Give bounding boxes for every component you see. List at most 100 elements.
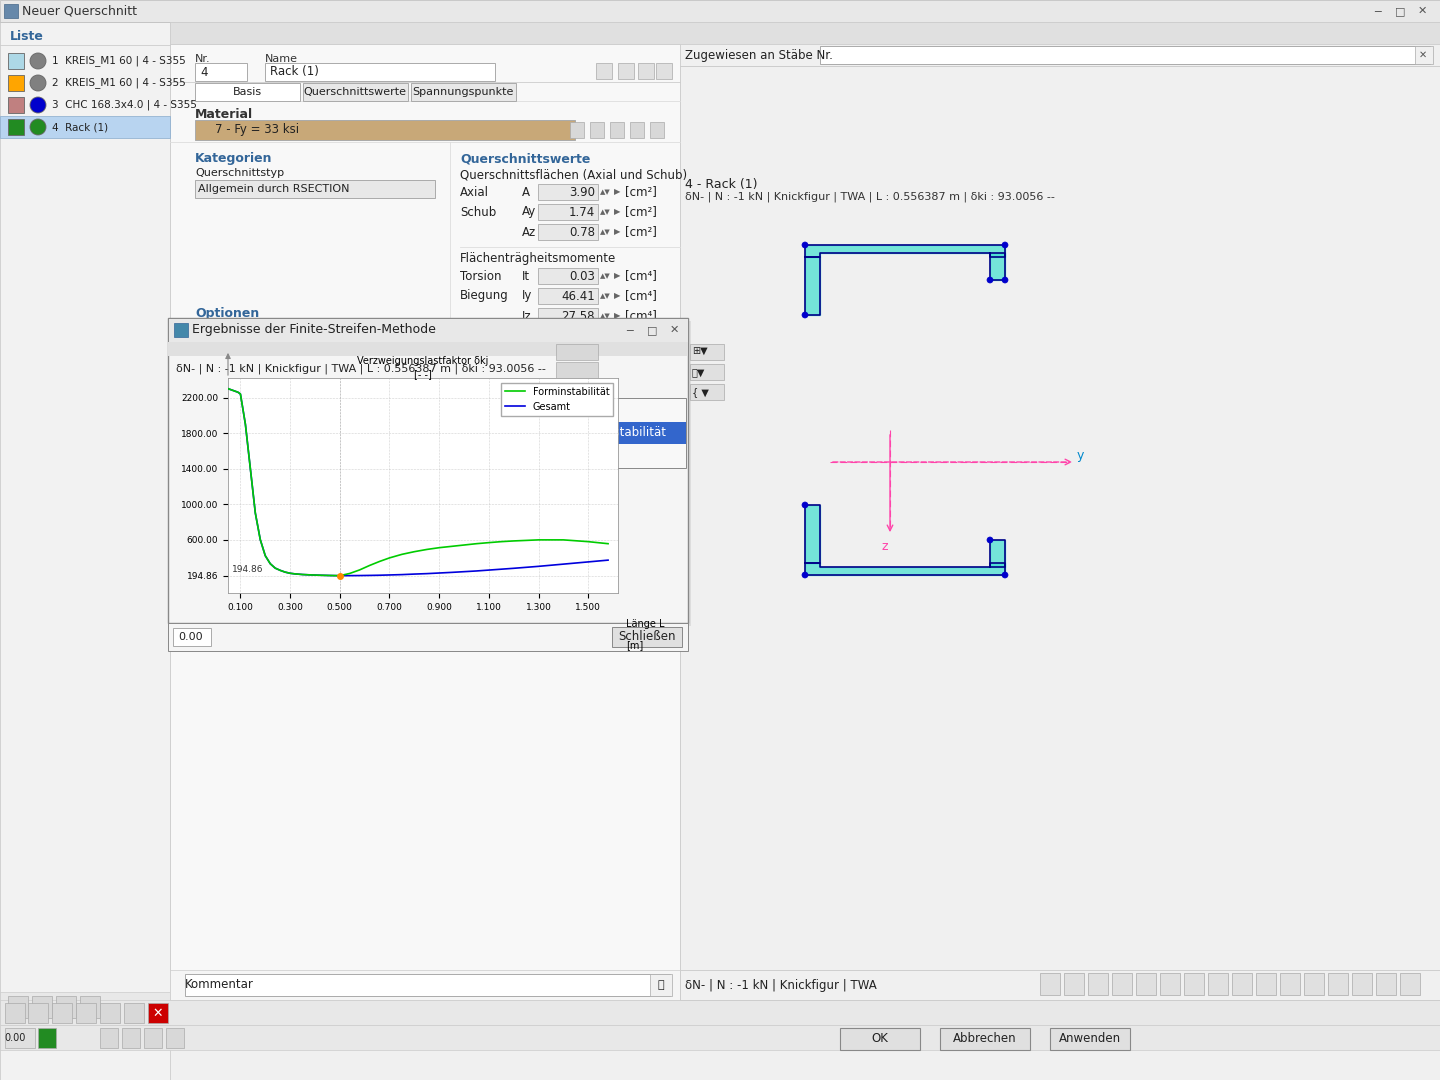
Text: Querschnittswerte: Querschnittswerte (459, 152, 590, 165)
FancyBboxPatch shape (122, 1028, 140, 1048)
FancyBboxPatch shape (184, 974, 670, 996)
Text: Biegung: Biegung (459, 289, 508, 302)
Polygon shape (805, 257, 819, 315)
Polygon shape (991, 540, 1005, 567)
Gesamt (351, 569, 369, 582)
Text: Anwenden: Anwenden (1058, 1032, 1122, 1045)
Text: 4: 4 (200, 66, 207, 79)
FancyBboxPatch shape (1416, 46, 1433, 64)
Text: ▲▼: ▲▼ (600, 273, 611, 279)
Text: ─: ─ (1375, 6, 1381, 16)
FancyBboxPatch shape (194, 180, 435, 198)
Gesamt (281, 567, 298, 580)
Text: Basis: Basis (232, 87, 262, 97)
Gesamt (455, 565, 472, 578)
Text: 0.00: 0.00 (4, 1032, 26, 1043)
FancyBboxPatch shape (4, 1028, 35, 1048)
Text: Material: Material (194, 108, 253, 121)
Text: [cm²]: [cm²] (625, 186, 657, 199)
Text: 📎: 📎 (658, 980, 664, 990)
Forminstabilität (252, 534, 269, 546)
FancyBboxPatch shape (9, 996, 27, 1018)
FancyBboxPatch shape (539, 184, 598, 200)
FancyBboxPatch shape (410, 83, 516, 102)
Text: ▶: ▶ (613, 311, 621, 321)
FancyBboxPatch shape (539, 308, 598, 324)
FancyBboxPatch shape (1233, 973, 1251, 995)
Forminstabilität (236, 418, 253, 431)
Forminstabilität (530, 534, 547, 546)
Forminstabilität (444, 540, 461, 553)
Text: 46.41: 46.41 (562, 289, 595, 302)
Text: δN- | N : -1 kN | Knickfigur | TWA | L : 0.556387 m | δki : 93.0056 --: δN- | N : -1 kN | Knickfigur | TWA | L :… (176, 364, 546, 375)
Text: z: z (881, 540, 888, 553)
Text: Spannungspunkte: Spannungspunkte (412, 87, 514, 97)
FancyBboxPatch shape (170, 970, 680, 1000)
Forminstabilität (287, 567, 304, 580)
Text: ▶: ▶ (613, 292, 621, 300)
Gesamt (393, 568, 410, 581)
FancyBboxPatch shape (680, 44, 1440, 993)
Text: Name: Name (265, 54, 298, 64)
Text: Axial: Axial (459, 186, 490, 199)
Text: Schließen: Schließen (618, 631, 675, 644)
Gesamt (301, 568, 318, 581)
FancyBboxPatch shape (4, 1003, 24, 1023)
Forminstabilität (468, 537, 485, 550)
Forminstabilität (341, 567, 359, 580)
Text: ✕: ✕ (153, 1007, 163, 1020)
Forminstabilität (554, 534, 572, 546)
FancyBboxPatch shape (9, 97, 24, 113)
FancyBboxPatch shape (1040, 973, 1060, 995)
Gesamt (311, 569, 328, 582)
Forminstabilität (599, 537, 616, 550)
Text: Ay: Ay (521, 205, 536, 218)
Forminstabilität (272, 564, 289, 577)
Gesamt (372, 569, 389, 582)
Gesamt (505, 562, 523, 575)
Gesamt (236, 418, 253, 431)
Gesamt (294, 568, 311, 581)
Gesamt (341, 569, 359, 582)
FancyBboxPatch shape (168, 342, 688, 356)
Gesamt (262, 557, 279, 570)
Gesamt (380, 568, 397, 581)
FancyBboxPatch shape (0, 0, 1440, 22)
FancyBboxPatch shape (144, 1028, 161, 1048)
Text: δN- | N : -1 kN | Knickfigur | TWA | L : 0.556387 m | δki : 93.0056 --: δN- | N : -1 kN | Knickfigur | TWA | L :… (685, 192, 1056, 203)
Forminstabilität (406, 545, 423, 558)
Forminstabilität (372, 555, 389, 568)
FancyBboxPatch shape (1161, 973, 1179, 995)
FancyBboxPatch shape (649, 122, 664, 138)
FancyBboxPatch shape (0, 993, 170, 1022)
Text: y: y (1077, 449, 1084, 462)
FancyBboxPatch shape (9, 119, 24, 135)
Forminstabilität (331, 569, 348, 582)
Text: 🖨▼: 🖨▼ (693, 367, 706, 377)
Forminstabilität (361, 559, 379, 572)
Text: Querschnittsflächen (Axial und Schub): Querschnittsflächen (Axial und Schub) (459, 168, 687, 181)
FancyBboxPatch shape (194, 63, 248, 81)
Gesamt (242, 462, 259, 475)
Text: ▶: ▶ (613, 228, 621, 237)
Text: Querschnittstyp: Querschnittstyp (194, 168, 284, 178)
Text: □: □ (647, 325, 657, 335)
Text: Iy: Iy (521, 289, 533, 302)
Text: 7 - Fy = 33 ksi: 7 - Fy = 33 ksi (215, 123, 300, 136)
Line: Forminstabilität: Forminstabilität (228, 389, 608, 576)
Gesamt (252, 534, 269, 546)
FancyBboxPatch shape (81, 996, 99, 1018)
Circle shape (802, 502, 808, 508)
Forminstabilität (579, 536, 596, 549)
Text: Neuer Querschnitt: Neuer Querschnitt (22, 4, 137, 17)
Gesamt (246, 507, 264, 519)
Text: 3.90: 3.90 (569, 186, 595, 199)
FancyBboxPatch shape (1400, 973, 1420, 995)
FancyBboxPatch shape (37, 1028, 56, 1048)
Text: OK: OK (871, 1032, 888, 1045)
Forminstabilität (242, 462, 259, 475)
Gesamt (431, 567, 448, 580)
Text: It: It (521, 270, 530, 283)
FancyBboxPatch shape (166, 1028, 184, 1048)
Forminstabilität (351, 564, 369, 577)
